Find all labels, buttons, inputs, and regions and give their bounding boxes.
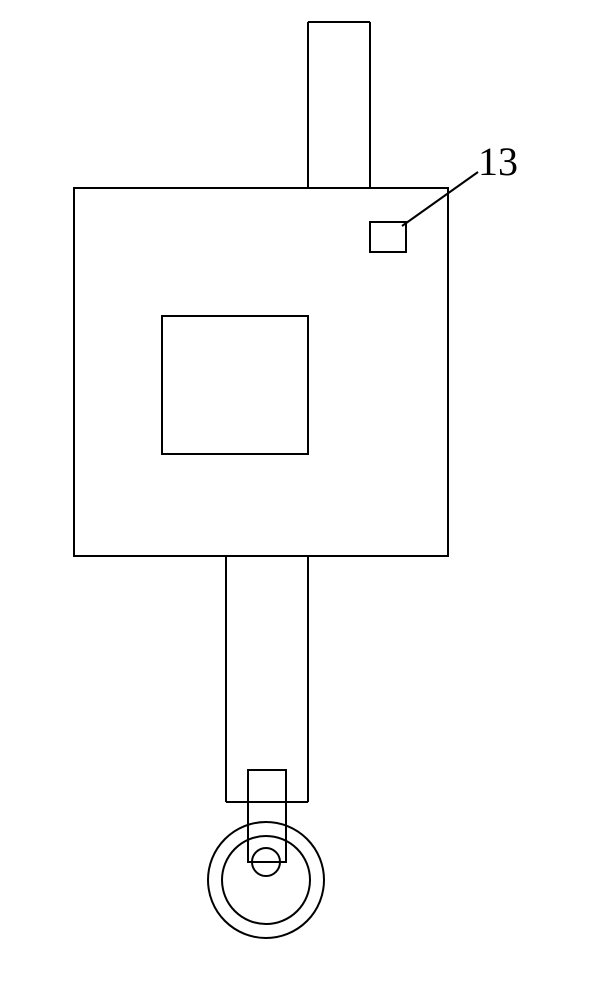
callout-13-target bbox=[370, 222, 406, 252]
inner-box bbox=[162, 316, 308, 454]
callout-13-label: 13 bbox=[478, 138, 518, 185]
wheel-mid bbox=[222, 836, 310, 924]
diagram-stage: 13 bbox=[0, 0, 592, 1000]
callout-13-leader bbox=[402, 172, 478, 226]
main-body bbox=[74, 188, 448, 556]
wheel-outer bbox=[208, 822, 324, 938]
